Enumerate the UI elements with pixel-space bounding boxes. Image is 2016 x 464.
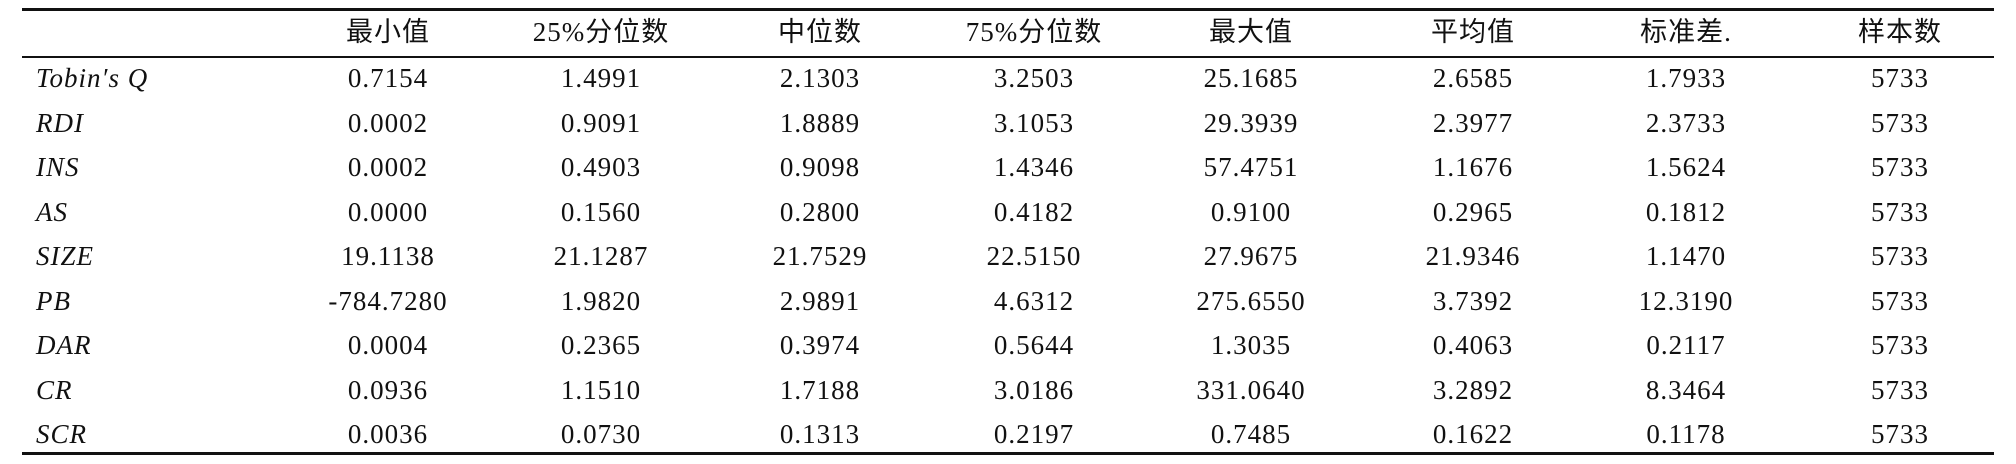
header-cell: 最大值 <box>1209 17 1293 47</box>
value-cell: 1.8889 <box>779 107 861 138</box>
value-cell: 19.1138 <box>341 241 435 271</box>
value-cell: 4.6312 <box>993 285 1075 316</box>
value-cell: 0.1812 <box>1645 196 1727 227</box>
value-cell: 0.2197 <box>993 419 1075 449</box>
value-cell: 1.4991 <box>560 63 642 93</box>
value-cell: 0.0002 <box>347 107 429 138</box>
value-cell: 1.5624 <box>1645 152 1727 182</box>
value-cell: 1.9820 <box>560 285 642 316</box>
header-cell: 样本数 <box>1858 17 1942 47</box>
value-cell: 0.9098 <box>779 152 861 182</box>
value-cell: 22.5150 <box>986 241 1082 271</box>
row-label: SIZE <box>36 241 94 271</box>
row-label: AS <box>36 196 68 227</box>
value-cell: 2.9891 <box>779 285 861 316</box>
value-cell: 5733 <box>1871 419 1929 449</box>
value-cell: 3.7392 <box>1432 285 1514 316</box>
value-cell: 0.1178 <box>1646 419 1726 449</box>
value-cell: 0.1313 <box>779 419 861 449</box>
header-cell: 中位数 <box>778 17 862 47</box>
value-cell: 1.3035 <box>1210 330 1292 360</box>
row-label: RDI <box>36 107 84 138</box>
value-cell: -784.7280 <box>328 285 448 316</box>
header-cell: 25%分位数 <box>532 17 670 47</box>
value-cell: 5733 <box>1871 107 1929 138</box>
value-cell: 2.1303 <box>779 63 861 93</box>
value-cell: 3.2503 <box>993 63 1075 93</box>
value-cell: 0.4182 <box>993 196 1075 227</box>
value-cell: 21.7529 <box>772 241 868 271</box>
value-cell: 12.3190 <box>1638 285 1734 316</box>
value-cell: 0.4063 <box>1432 330 1514 360</box>
value-cell: 0.4903 <box>560 152 642 182</box>
value-cell: 8.3464 <box>1645 374 1727 405</box>
row-label: SCR <box>36 419 88 449</box>
value-cell: 5733 <box>1871 374 1929 405</box>
value-cell: 21.1287 <box>553 241 649 271</box>
value-cell: 1.4346 <box>993 152 1075 182</box>
bottom-rule <box>22 452 1994 455</box>
value-cell: 0.9091 <box>560 107 642 138</box>
value-cell: 5733 <box>1871 285 1929 316</box>
value-cell: 1.1470 <box>1645 241 1727 271</box>
row-label: Tobin′s Q <box>36 63 149 93</box>
value-cell: 0.0002 <box>347 152 429 182</box>
value-cell: 0.2965 <box>1432 196 1514 227</box>
value-cell: 0.5644 <box>993 330 1075 360</box>
value-cell: 5733 <box>1871 63 1929 93</box>
value-cell: 0.0936 <box>347 374 429 405</box>
value-cell: 5733 <box>1871 241 1929 271</box>
value-cell: 0.1560 <box>560 196 642 227</box>
header-cell: 最小值 <box>346 17 430 47</box>
value-cell: 275.6550 <box>1196 285 1306 316</box>
value-cell: 3.1053 <box>993 107 1075 138</box>
value-cell: 5733 <box>1871 152 1929 182</box>
value-cell: 57.4751 <box>1203 152 1299 182</box>
header-cell: 标准差. <box>1640 17 1732 47</box>
value-cell: 0.7485 <box>1210 419 1292 449</box>
value-cell: 27.9675 <box>1203 241 1299 271</box>
value-cell: 0.0000 <box>347 196 429 227</box>
row-label: DAR <box>36 330 92 360</box>
value-cell: 0.2800 <box>779 196 861 227</box>
header-rule <box>22 56 1994 58</box>
value-cell: 3.0186 <box>993 374 1075 405</box>
value-cell: 3.2892 <box>1432 374 1514 405</box>
value-cell: 331.0640 <box>1196 374 1306 405</box>
header-cell: 75%分位数 <box>965 17 1103 47</box>
value-cell: 2.6585 <box>1432 63 1514 93</box>
value-cell: 0.0004 <box>347 330 429 360</box>
value-cell: 5733 <box>1871 196 1929 227</box>
value-cell: 0.0036 <box>347 419 429 449</box>
value-cell: 0.9100 <box>1210 196 1292 227</box>
value-cell: 21.9346 <box>1425 241 1521 271</box>
value-cell: 0.1622 <box>1432 419 1514 449</box>
row-label: PB <box>36 285 71 316</box>
value-cell: 0.2365 <box>560 330 642 360</box>
value-cell: 1.1510 <box>560 374 642 405</box>
value-cell: 25.1685 <box>1203 63 1299 93</box>
top-rule <box>22 8 1994 11</box>
value-cell: 2.3733 <box>1645 107 1727 138</box>
value-cell: 2.3977 <box>1432 107 1514 138</box>
row-label: CR <box>36 374 73 405</box>
value-cell: 29.3939 <box>1203 107 1299 138</box>
value-cell: 0.3974 <box>779 330 861 360</box>
header-cell: 平均值 <box>1431 17 1515 47</box>
value-cell: 1.7188 <box>779 374 861 405</box>
row-label: INS <box>36 152 80 182</box>
value-cell: 0.2117 <box>1646 330 1726 360</box>
value-cell: 5733 <box>1871 330 1929 360</box>
value-cell: 0.7154 <box>347 63 429 93</box>
value-cell: 1.1676 <box>1432 152 1514 182</box>
value-cell: 1.7933 <box>1645 63 1727 93</box>
value-cell: 0.0730 <box>560 419 642 449</box>
